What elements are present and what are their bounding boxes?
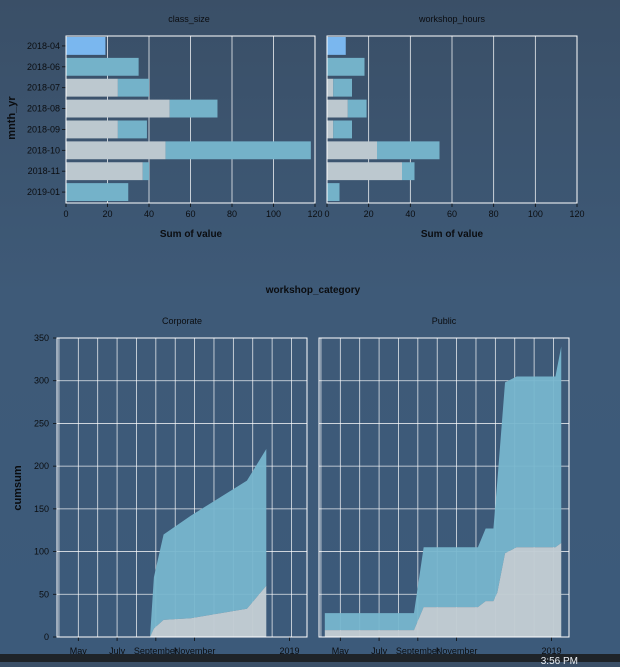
workshop-hours-bar <box>327 120 334 139</box>
corporate-area-upper <box>78 449 267 637</box>
workshop-hours-title: workshop_hours <box>418 14 486 24</box>
workshop-hours-x-tick-label: 60 <box>447 209 457 219</box>
class-size-x-tick-label: 0 <box>63 209 68 219</box>
workshop-hours-bar <box>333 120 352 139</box>
class-size-bar <box>66 183 129 201</box>
corporate-x-tick-label: September <box>134 646 178 656</box>
class-size-category-label: 2018-04 <box>27 41 60 51</box>
class-size-x-tick-label: 80 <box>227 209 237 219</box>
workshop-hours-panel: 0 20 40 60 80 100 120 <box>324 35 585 219</box>
corporate-area-lower <box>78 585 267 637</box>
class-size-bar <box>66 57 139 76</box>
class-size-bar <box>117 120 147 139</box>
class-size-bar <box>66 120 118 139</box>
class-size-category-label: 2018-08 <box>27 104 60 114</box>
class-size-x-tick-label: 100 <box>266 209 281 219</box>
workshop-hours-x-tick-label: 20 <box>364 209 374 219</box>
class-size-bar <box>117 78 149 97</box>
public-x-tick-label: July <box>371 646 388 656</box>
class-size-category-label: 2018-09 <box>27 124 60 134</box>
mnth-yr-axis-label: mnth_yr <box>6 96 18 140</box>
public-x-tick-label: November <box>436 646 478 656</box>
corporate-y-tick-label: 150 <box>34 504 49 514</box>
class-size-bar <box>66 162 143 181</box>
corporate-x-tick-label: November <box>174 646 216 656</box>
corporate-y-tick-label: 50 <box>39 589 49 599</box>
workshop-hours-bar <box>327 162 402 181</box>
workshop-hours-x-tick-label: 40 <box>405 209 415 219</box>
class-size-category-label: 2018-07 <box>27 83 60 93</box>
workshop-hours-bar <box>402 162 415 181</box>
public-panel-title: Public <box>432 316 457 326</box>
corporate-area-panel: 0 50 100 150 200 250 300 350 May July SeptemberNov… <box>34 333 308 656</box>
class-size-frame <box>65 35 316 204</box>
class-size-category-label: 2018-06 <box>27 62 60 72</box>
class-size-panel: 0 20 40 60 80 100 120 2018-04 2018-06 2018-07 2018… <box>27 35 323 219</box>
workshop-hours-bar <box>347 99 367 118</box>
class-size-bar <box>66 37 106 55</box>
workshop-hours-bar <box>327 78 334 97</box>
workshop-hours-x-tick-label: 100 <box>528 209 543 219</box>
class-size-category-label: 2019-01 <box>27 187 60 197</box>
workshop-hours-bar <box>327 99 348 118</box>
taskbar: 3:56 PM <box>0 654 620 667</box>
class-size-bar <box>66 141 166 160</box>
workshop-hours-x-tick-label: 120 <box>569 209 584 219</box>
class-size-bar <box>169 99 218 118</box>
class-size-bar <box>66 78 118 97</box>
corporate-x-tick-label: July <box>109 646 126 656</box>
public-x-tick-label: May <box>332 646 350 656</box>
class-size-bar <box>165 141 311 160</box>
workshop-hours-bar <box>327 183 340 201</box>
workshop-category-title: workshop_category <box>265 285 361 296</box>
public-x-tick-label: September <box>396 646 440 656</box>
cumsum-axis-label: cumsum <box>12 465 24 510</box>
corporate-y-tick-label: 250 <box>34 418 49 428</box>
public-frame <box>318 337 570 638</box>
class-size-x-tick-label: 20 <box>102 209 112 219</box>
workshop-hours-bar <box>327 141 377 160</box>
public-area-lower <box>324 543 562 637</box>
public-area-upper <box>324 346 562 631</box>
class-size-bar <box>66 99 170 118</box>
class-size-x-tick-label: 60 <box>185 209 195 219</box>
class-size-x-tick-label: 120 <box>307 209 322 219</box>
class-size-bar <box>142 162 149 181</box>
public-x-tick-label: 2019 <box>542 646 562 656</box>
class-size-title: class_size <box>168 14 210 24</box>
workshop-hours-xlabel: Sum of value <box>421 229 484 240</box>
workshop-hours-frame <box>326 35 578 204</box>
workshop-hours-x-tick-label: 0 <box>324 209 329 219</box>
workshop-hours-x-tick-label: 80 <box>489 209 499 219</box>
class-size-xlabel: Sum of value <box>160 229 223 240</box>
class-size-category-label: 2018-11 <box>28 166 60 176</box>
workshop-hours-bar <box>377 141 440 160</box>
workshop-hours-bar <box>333 78 352 97</box>
workshop-hours-bar <box>327 37 346 55</box>
class-size-x-tick-label: 40 <box>144 209 154 219</box>
corporate-y-tick-label: 350 <box>34 333 49 343</box>
corporate-y-tick-label: 200 <box>34 461 49 471</box>
workshop-hours-bar <box>327 57 365 76</box>
corporate-y-tick-label: 100 <box>34 547 49 557</box>
class-size-category-label: 2018-10 <box>27 145 60 155</box>
corporate-frame <box>56 337 308 638</box>
corporate-y-tick-label: 300 <box>34 376 49 386</box>
corporate-x-tick-label: May <box>70 646 88 656</box>
corporate-panel-title: Corporate <box>162 316 202 326</box>
corporate-y-tick-label: 0 <box>44 632 49 642</box>
corporate-x-tick-label: 2019 <box>280 646 300 656</box>
